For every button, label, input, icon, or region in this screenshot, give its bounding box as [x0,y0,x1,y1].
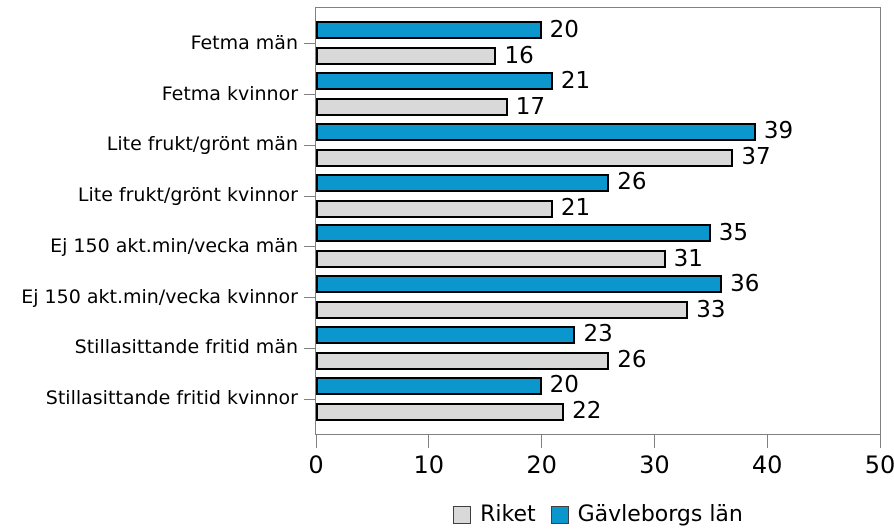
category-row: 35 31 [316,221,880,272]
x-tick-label: 0 [308,451,324,479]
legend-label-riket: Riket [480,502,536,527]
bar-g-vleborgs-l-n [316,325,576,344]
y-axis-tick [304,347,315,349]
bar-value-label: 23 [583,321,613,348]
bar-value-label: 20 [549,16,579,43]
bar-line: 16 [316,42,880,69]
x-axis-tick [541,435,543,448]
y-axis-tick [304,43,315,45]
bar-riket [316,402,565,421]
bar-line: 23 [316,323,880,346]
x-axis-tick [766,435,768,448]
bar-riket [316,351,610,370]
bar-line: 36 [316,270,880,297]
bar-line: 17 [316,93,880,120]
bar-value-label: 16 [504,42,534,69]
bar-g-vleborgs-l-n [316,122,756,141]
bar-line: 20 [316,16,880,43]
bar-value-label: 21 [560,67,591,94]
bar-riket [316,98,508,117]
bar-value-label: 39 [763,118,794,145]
bar-value-label: 21 [560,195,591,222]
bar-g-vleborgs-l-n [316,21,542,40]
bar-line: 20 [316,374,880,397]
bar-value-label: 26 [617,347,647,374]
bar-riket [316,250,666,269]
category-row: 36 33 [316,272,880,323]
x-tick-label: 10 [413,451,445,479]
x-tick-label: 30 [639,451,670,479]
bar-line: 21 [316,197,880,220]
legend-item-riket: Riket [453,504,536,526]
bar-value-label: 20 [549,372,579,399]
bar-value-label: 17 [515,93,546,120]
category-row: 39 37 [316,120,880,171]
bar-riket [316,148,734,167]
bar-line: 26 [316,349,880,372]
bar-g-vleborgs-l-n [316,224,711,243]
bar-value-label: 22 [572,398,602,425]
riket-swatch-icon [453,506,472,524]
x-axis-tick [315,435,317,448]
bar-line: 39 [316,120,880,143]
category-label: Ej 150 akt.min/vecka kvinnor [21,285,298,308]
y-axis-tick [304,246,315,248]
bar-line: 33 [316,296,880,323]
bar-riket [316,199,553,218]
legend: Riket Gävleborgs län [315,502,881,528]
y-axis-tick [304,144,315,146]
bar-line: 37 [316,146,880,169]
x-axis-tick [879,435,881,448]
bar-line: 31 [316,245,880,272]
category-label: Lite frukt/grönt män [106,133,298,156]
bar-value-label: 35 [718,219,749,246]
bar-value-label: 37 [741,144,771,171]
legend-item-gavleborgs-lan: Gävleborgs län [550,502,743,527]
category-label: Fetma kvinnor [161,82,298,105]
category-label: Ej 150 akt.min/vecka män [50,234,298,257]
gavleborgs-lan-swatch-icon [550,506,569,524]
category-label: Lite frukt/grönt kvinnor [77,184,298,207]
bar-g-vleborgs-l-n [316,173,610,192]
y-axis-tick [304,297,315,299]
bar-riket [316,47,497,66]
x-tick-label: 40 [751,451,783,479]
x-axis-tick [428,435,430,448]
y-axis-tick [304,398,315,400]
x-tick-label: 20 [526,451,557,479]
category-row: 26 21 [316,170,880,221]
category-row: 21 17 [316,69,880,120]
bar-g-vleborgs-l-n [316,275,723,294]
bar-value-label: 36 [730,270,760,297]
bar-riket [316,301,689,320]
legend-label-gavleborgs-lan: Gävleborgs län [577,502,743,527]
x-tick-label: 50 [864,451,894,479]
y-axis-tick [304,94,315,96]
category-label: Stillasittande fritid män [74,336,298,359]
category-row: 23 26 [316,323,880,374]
bar-g-vleborgs-l-n [316,376,542,395]
bar-value-label: 31 [673,245,703,272]
plot-area: 20 16 21 17 39 37 26 21 35 31 36 33 23 26 20 22 [315,7,881,435]
category-row: 20 22 [316,373,880,424]
bar-line: 26 [316,171,880,194]
y-axis-tick [304,195,315,197]
bar-value-label: 26 [617,169,647,196]
bar-line: 21 [316,67,880,94]
bar-g-vleborgs-l-n [316,72,553,91]
category-row: 20 16 [316,18,880,69]
x-axis-tick [653,435,655,448]
bar-line: 35 [316,219,880,246]
bar-line: 22 [316,400,880,423]
bar-value-label: 33 [696,296,726,323]
category-label: Stillasittande fritid kvinnor [45,387,298,410]
category-label: Fetma män [190,31,298,54]
